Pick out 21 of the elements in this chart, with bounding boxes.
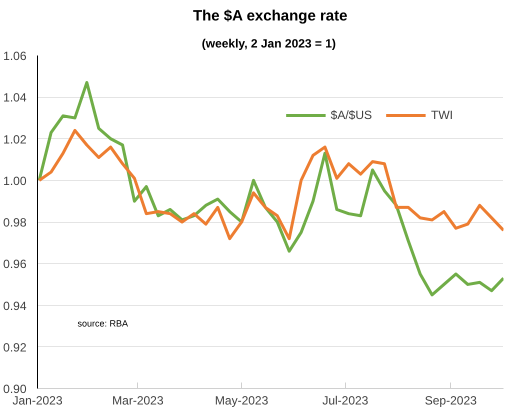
x-tick-label: Jul-2023 xyxy=(322,394,369,408)
x-tick-label: May-2023 xyxy=(214,394,269,408)
annotation: source: RBA xyxy=(78,318,128,328)
y-tick-label: 0.94 xyxy=(3,298,27,313)
legend-label: $A/$US xyxy=(330,108,372,122)
chart-title: The $A exchange rate xyxy=(192,8,348,24)
y-tick-label: 0.92 xyxy=(3,340,27,354)
x-tick-label: Jan-2023 xyxy=(12,394,63,408)
y-tick-label: 0.98 xyxy=(3,216,27,230)
x-tick-label: Sep-2023 xyxy=(424,394,478,408)
y-tick-label: 1.06 xyxy=(3,49,27,63)
y-tick-label: 0.96 xyxy=(3,257,27,272)
chart-subtitle: (weekly, 2 Jan 2023 = 1) xyxy=(202,36,336,50)
y-tick-label: 1.02 xyxy=(3,132,27,146)
y-tick-label: 0.90 xyxy=(3,382,27,396)
x-tick-label: Mar-2023 xyxy=(112,394,164,408)
y-tick-label: 1.00 xyxy=(3,174,27,188)
line-series xyxy=(38,81,504,296)
y-tick-label: 1.04 xyxy=(3,90,27,105)
line-series xyxy=(38,128,504,240)
legend-label: TWI xyxy=(431,108,453,122)
